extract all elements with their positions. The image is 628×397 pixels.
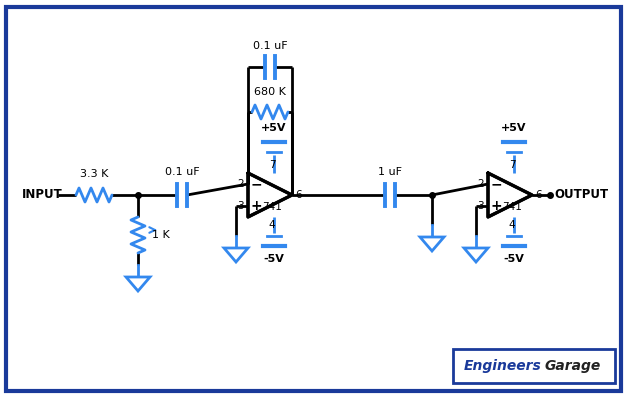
Polygon shape bbox=[224, 248, 248, 262]
Text: OUTPUT: OUTPUT bbox=[554, 189, 608, 202]
Text: 680 K: 680 K bbox=[254, 87, 286, 97]
Text: 6: 6 bbox=[295, 190, 301, 200]
Text: 2: 2 bbox=[237, 179, 244, 189]
Text: 4: 4 bbox=[269, 220, 275, 230]
Text: −: − bbox=[490, 177, 502, 191]
Text: +: + bbox=[490, 199, 502, 213]
Text: 1 K: 1 K bbox=[152, 230, 170, 240]
Text: +5V: +5V bbox=[261, 123, 287, 133]
Polygon shape bbox=[464, 248, 488, 262]
Polygon shape bbox=[488, 173, 532, 217]
Text: Garage: Garage bbox=[545, 359, 601, 373]
Text: +: + bbox=[250, 199, 262, 213]
Text: -5V: -5V bbox=[264, 254, 284, 264]
Text: Engineers: Engineers bbox=[464, 359, 542, 373]
Text: 3.3 K: 3.3 K bbox=[80, 169, 108, 179]
Polygon shape bbox=[248, 173, 292, 217]
Text: 4: 4 bbox=[509, 220, 516, 230]
Text: -5V: -5V bbox=[504, 254, 524, 264]
Bar bbox=[453, 349, 615, 383]
Polygon shape bbox=[420, 237, 444, 251]
Text: −: − bbox=[250, 177, 262, 191]
Text: 6: 6 bbox=[535, 190, 541, 200]
Text: 2: 2 bbox=[477, 179, 484, 189]
Text: +5V: +5V bbox=[501, 123, 527, 133]
Text: 7: 7 bbox=[509, 160, 516, 170]
Text: 7: 7 bbox=[269, 160, 275, 170]
Text: 1 uF: 1 uF bbox=[378, 167, 402, 177]
Text: 0.1 uF: 0.1 uF bbox=[252, 41, 288, 51]
Polygon shape bbox=[126, 277, 150, 291]
Text: 3: 3 bbox=[477, 201, 484, 211]
Text: 741: 741 bbox=[262, 202, 282, 212]
Text: 3: 3 bbox=[237, 201, 244, 211]
Text: 741: 741 bbox=[502, 202, 522, 212]
Text: INPUT: INPUT bbox=[22, 189, 63, 202]
Text: 0.1 uF: 0.1 uF bbox=[165, 167, 199, 177]
